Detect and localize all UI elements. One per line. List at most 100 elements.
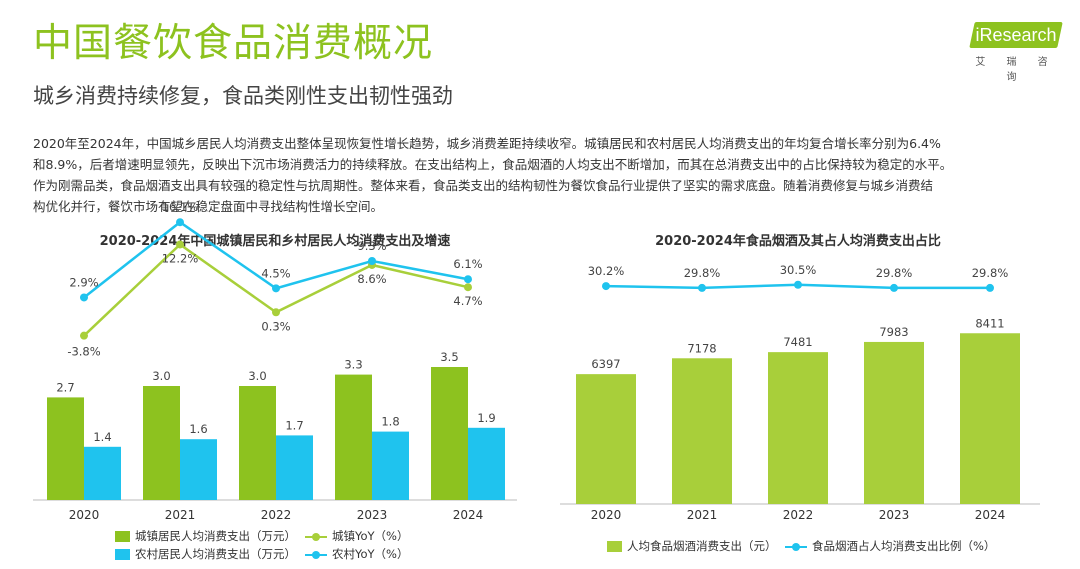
data-label-food-spend: 6397 — [591, 357, 620, 371]
data-label-rural-yoy: 6.1% — [453, 257, 482, 271]
point-food-share — [698, 283, 706, 292]
data-label-rural: 1.4 — [93, 430, 111, 444]
bar-food-spend — [960, 333, 1020, 504]
data-label-rural: 1.9 — [477, 411, 495, 425]
point-rural-yoy — [368, 256, 376, 265]
data-label-rural: 1.6 — [189, 422, 207, 436]
data-label-food-share: 29.8% — [876, 266, 913, 280]
bar-rural — [180, 439, 217, 500]
legend-label: 农村居民人均消费支出（万元） — [135, 547, 296, 561]
data-label-rural: 1.7 — [285, 418, 303, 432]
point-urban-yoy — [464, 283, 472, 292]
data-label-food-share: 29.8% — [684, 266, 721, 280]
legend-swatch — [607, 541, 622, 552]
legend-line-marker — [305, 531, 327, 542]
data-label-rural-yoy: 4.5% — [261, 266, 290, 280]
data-label-urban-yoy: 12.2% — [162, 251, 199, 265]
paragraph-line: 和8.9%，后者增速明显领先，反映出下沉市场消费活力的持续释放。在支出结构上，食… — [33, 157, 953, 172]
legend-item-rural-spend: 农村居民人均消费支出（万元） — [115, 546, 296, 562]
chart-2-title: 2020-2024年食品烟酒及其占人均消费支出占比 — [655, 234, 941, 249]
x-tick-label: 2024 — [975, 508, 1006, 522]
bar-food-spend — [864, 341, 924, 504]
legend-label: 城镇居民人均消费支出（万元） — [135, 529, 296, 543]
x-tick-label: 2021 — [165, 508, 196, 522]
point-rural-yoy — [80, 293, 88, 302]
data-label-rural-yoy: 16.1% — [162, 200, 199, 214]
bar-rural — [372, 431, 409, 500]
point-urban-yoy — [80, 331, 88, 340]
summary-paragraph: 2020年至2024年，中国城乡居民人均消费支出整体呈现恢复性增长趋势，城乡消费… — [33, 133, 1053, 217]
data-label-food-share: 29.8% — [972, 266, 1009, 280]
data-label-urban-yoy: -3.8% — [67, 345, 100, 359]
data-label-food-spend: 7481 — [783, 335, 812, 349]
legend-swatch — [115, 531, 130, 542]
x-tick-label: 2021 — [687, 508, 718, 522]
point-rural-yoy — [464, 275, 472, 284]
x-tick-label: 2023 — [879, 508, 910, 522]
legend-item-urban-yoy: 城镇YoY（%） — [305, 528, 409, 544]
x-tick-label: 2023 — [357, 508, 388, 522]
logo-subtext: 艾 瑞 咨 询 — [975, 57, 1057, 83]
x-tick-label: 2022 — [261, 508, 292, 522]
data-label-food-share: 30.5% — [780, 263, 817, 277]
chart-1: 2020 2021 2022 2023 2024 2.7 1.4 3.0 1.6 3.0 1.7 3.… — [33, 200, 517, 522]
data-label-urban: 2.7 — [56, 380, 74, 394]
bar-urban — [335, 374, 372, 500]
data-label-urban: 3.0 — [152, 369, 170, 383]
point-urban-yoy — [272, 308, 280, 317]
bar-rural — [276, 435, 313, 500]
bar-food-spend — [768, 352, 828, 504]
point-food-share — [794, 280, 802, 289]
paragraph-line: 构优化并行，餐饮市场有望在稳定盘面中寻找结构性增长空间。 — [33, 199, 384, 214]
x-tick-label: 2020 — [69, 508, 100, 522]
data-label-rural-yoy: 9.3% — [357, 239, 386, 253]
paragraph-line: 作为刚需品类，食品烟酒支出具有较强的稳定性与抗周期性。整体来看，食品类支出的结构… — [33, 178, 934, 193]
legend-label: 农村YoY（%） — [332, 547, 409, 561]
bar-food-spend — [576, 374, 636, 504]
bar-urban — [47, 397, 84, 500]
x-tick-label: 2024 — [453, 508, 484, 522]
legend-swatch — [115, 549, 130, 560]
logo-text: iResearch — [975, 25, 1057, 45]
legend-label: 人均食品烟酒消费支出（元） — [627, 539, 777, 553]
page-title: 中国餐饮食品消费概况 — [33, 21, 434, 66]
bar-food-spend — [672, 358, 732, 504]
point-food-share — [602, 282, 610, 291]
data-label-urban: 3.5 — [440, 350, 458, 364]
bar-urban — [143, 386, 180, 500]
iresearch-logo: iResearch 艾 瑞 咨 询 — [966, 20, 1066, 83]
data-label-food-spend: 7983 — [879, 325, 908, 339]
point-food-share — [986, 283, 994, 292]
data-label-food-spend: 8411 — [975, 316, 1004, 330]
data-label-urban: 3.3 — [344, 358, 362, 372]
legend-item-food-share: 食品烟酒占人均消费支出比例（%） — [785, 538, 995, 554]
data-label-urban: 3.0 — [248, 369, 266, 383]
legend-item-rural-yoy: 农村YoY（%） — [305, 546, 409, 562]
legend-line-marker — [305, 549, 327, 560]
bar-urban — [239, 386, 276, 500]
legend-label: 城镇YoY（%） — [332, 529, 409, 543]
legend-item-urban-spend: 城镇居民人均消费支出（万元） — [115, 528, 296, 544]
x-tick-label: 2020 — [591, 508, 622, 522]
legend-label: 食品烟酒占人均消费支出比例（%） — [812, 539, 996, 553]
data-label-urban-yoy: 4.7% — [453, 294, 482, 308]
chart-1-title: 2020-2024年中国城镇居民和乡村居民人均消费支出及增速 — [99, 234, 451, 249]
point-urban-yoy — [176, 240, 184, 249]
data-label-food-spend: 7178 — [687, 341, 716, 355]
page-subtitle: 城乡消费持续修复，食品类刚性支出韧性强劲 — [33, 84, 453, 108]
point-rural-yoy — [176, 218, 184, 227]
point-rural-yoy — [272, 284, 280, 293]
data-label-urban-yoy: 8.6% — [357, 272, 386, 286]
bar-rural — [84, 446, 121, 500]
legend-line-marker — [785, 541, 807, 552]
x-tick-label: 2022 — [783, 508, 814, 522]
bar-urban — [431, 367, 468, 500]
data-label-rural: 1.8 — [381, 415, 399, 429]
data-label-urban-yoy: 0.3% — [261, 319, 290, 333]
paragraph-line: 2020年至2024年，中国城乡居民人均消费支出整体呈现恢复性增长趋势，城乡消费… — [33, 136, 941, 151]
legend-item-food-spend: 人均食品烟酒消费支出（元） — [607, 538, 777, 554]
data-label-rural-yoy: 2.9% — [69, 275, 98, 289]
data-label-food-share: 30.2% — [588, 264, 625, 278]
bar-rural — [468, 427, 505, 500]
